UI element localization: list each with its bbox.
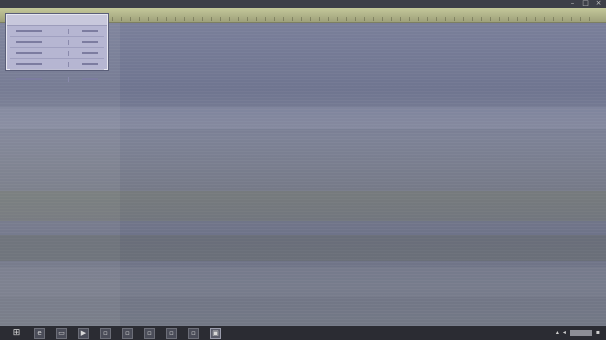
app-icon[interactable]: ▫ <box>122 327 133 339</box>
measurement-value <box>82 41 98 43</box>
measurement-value <box>82 30 98 32</box>
minimize-icon[interactable]: – <box>570 0 575 7</box>
measurement-row-total <box>10 75 104 84</box>
measurement-value <box>82 78 98 80</box>
window-controls: – □ × <box>569 0 602 8</box>
measurement-row <box>10 27 104 37</box>
viewer-left-region <box>0 23 120 326</box>
app-icon[interactable]: ▫ <box>166 327 177 339</box>
measurement-row <box>10 49 104 59</box>
image-viewer-area[interactable] <box>0 23 606 326</box>
taskbar: ⊞ e ▭ ▶ ▫ ▫ ▫ ▫ ▫ ▣ ▴ ◂ ▪ <box>0 326 606 340</box>
header-strip <box>0 8 606 23</box>
measurement-divider <box>68 29 69 34</box>
clock[interactable] <box>569 330 592 336</box>
viewer-app-icon[interactable]: ▣ <box>210 327 221 339</box>
notification-icon[interactable]: ▪ <box>595 329 600 336</box>
network-icon[interactable]: ▴ <box>555 329 559 336</box>
measurement-panel-header <box>7 15 107 26</box>
measurement-row <box>10 60 104 70</box>
window-title-bar: – □ × <box>0 0 606 8</box>
app-icon[interactable]: ▫ <box>100 327 111 339</box>
measurement-row <box>10 38 104 48</box>
viewer-band <box>0 235 606 261</box>
measurement-label <box>16 52 42 54</box>
measurement-divider <box>68 51 69 56</box>
app-icon[interactable]: ▫ <box>188 327 199 339</box>
maximize-icon[interactable]: □ <box>582 0 589 7</box>
viewer-band <box>0 191 606 221</box>
measurement-divider <box>68 40 69 45</box>
viewer-band <box>0 267 606 297</box>
measurement-divider <box>68 77 69 82</box>
measurement-value <box>82 63 98 65</box>
ruler-ticks <box>112 17 598 21</box>
measurement-divider <box>68 62 69 67</box>
internet-explorer-icon[interactable]: e <box>34 327 45 339</box>
measurement-panel <box>6 14 108 82</box>
app-icon[interactable]: ▫ <box>144 327 155 339</box>
close-icon[interactable]: × <box>595 0 602 7</box>
volume-icon[interactable]: ◂ <box>562 329 566 336</box>
system-tray: ▴ ◂ ▪ <box>556 329 600 337</box>
file-explorer-icon[interactable]: ▭ <box>56 327 67 339</box>
measurement-label <box>16 30 42 32</box>
measurement-value <box>82 52 98 54</box>
windows-start-icon[interactable]: ⊞ <box>12 327 21 338</box>
viewer-band <box>0 107 606 129</box>
measurement-label <box>16 63 42 65</box>
measurement-label <box>16 41 42 43</box>
measurement-label <box>16 78 42 80</box>
media-player-icon[interactable]: ▶ <box>78 327 89 339</box>
